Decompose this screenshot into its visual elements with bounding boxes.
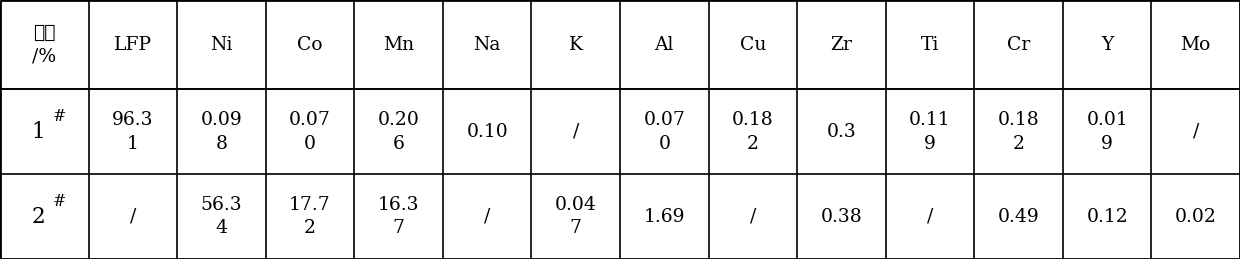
Text: Cu: Cu bbox=[740, 36, 766, 54]
Text: 56.3
4: 56.3 4 bbox=[201, 196, 242, 238]
Text: 0.07
0: 0.07 0 bbox=[289, 111, 331, 153]
Text: 0.11
9: 0.11 9 bbox=[909, 111, 951, 153]
Text: Na: Na bbox=[474, 36, 501, 54]
Text: Co: Co bbox=[298, 36, 322, 54]
Text: Ni: Ni bbox=[211, 36, 233, 54]
Text: #: # bbox=[52, 192, 66, 210]
Text: /: / bbox=[1193, 123, 1199, 141]
Text: 0.04
7: 0.04 7 bbox=[554, 196, 596, 238]
Text: 0.01
9: 0.01 9 bbox=[1086, 111, 1128, 153]
Text: 1.69: 1.69 bbox=[644, 208, 684, 226]
Text: 0.49: 0.49 bbox=[998, 208, 1039, 226]
Text: 0.09
8: 0.09 8 bbox=[201, 111, 242, 153]
Text: 0.18
2: 0.18 2 bbox=[998, 111, 1039, 153]
Text: 17.7
2: 17.7 2 bbox=[289, 196, 331, 238]
Text: /: / bbox=[750, 208, 756, 226]
Text: /: / bbox=[484, 208, 490, 226]
Text: Mo: Mo bbox=[1180, 36, 1211, 54]
Text: Cr: Cr bbox=[1007, 36, 1030, 54]
Text: 2: 2 bbox=[31, 206, 45, 228]
Text: LFP: LFP bbox=[114, 36, 151, 54]
Text: 16.3
7: 16.3 7 bbox=[378, 196, 419, 238]
Text: /: / bbox=[926, 208, 934, 226]
Text: 0.3: 0.3 bbox=[827, 123, 857, 141]
Text: 0.12: 0.12 bbox=[1086, 208, 1128, 226]
Text: Y: Y bbox=[1101, 36, 1114, 54]
Text: 0.02: 0.02 bbox=[1174, 208, 1216, 226]
Text: /: / bbox=[130, 208, 136, 226]
Text: Zr: Zr bbox=[831, 36, 852, 54]
Text: K: K bbox=[569, 36, 583, 54]
Text: 0.10: 0.10 bbox=[466, 123, 508, 141]
Text: #: # bbox=[52, 108, 66, 125]
Text: Al: Al bbox=[655, 36, 675, 54]
Text: /: / bbox=[573, 123, 579, 141]
Text: 0.20
6: 0.20 6 bbox=[378, 111, 419, 153]
Text: 0.07
0: 0.07 0 bbox=[644, 111, 686, 153]
Text: Mn: Mn bbox=[383, 36, 414, 54]
Text: 1: 1 bbox=[31, 121, 45, 143]
Text: Ti: Ti bbox=[921, 36, 939, 54]
Text: 96.3
1: 96.3 1 bbox=[112, 111, 154, 153]
Text: 含量
/%: 含量 /% bbox=[32, 24, 56, 66]
Text: 0.18
2: 0.18 2 bbox=[732, 111, 774, 153]
Text: 0.38: 0.38 bbox=[821, 208, 862, 226]
